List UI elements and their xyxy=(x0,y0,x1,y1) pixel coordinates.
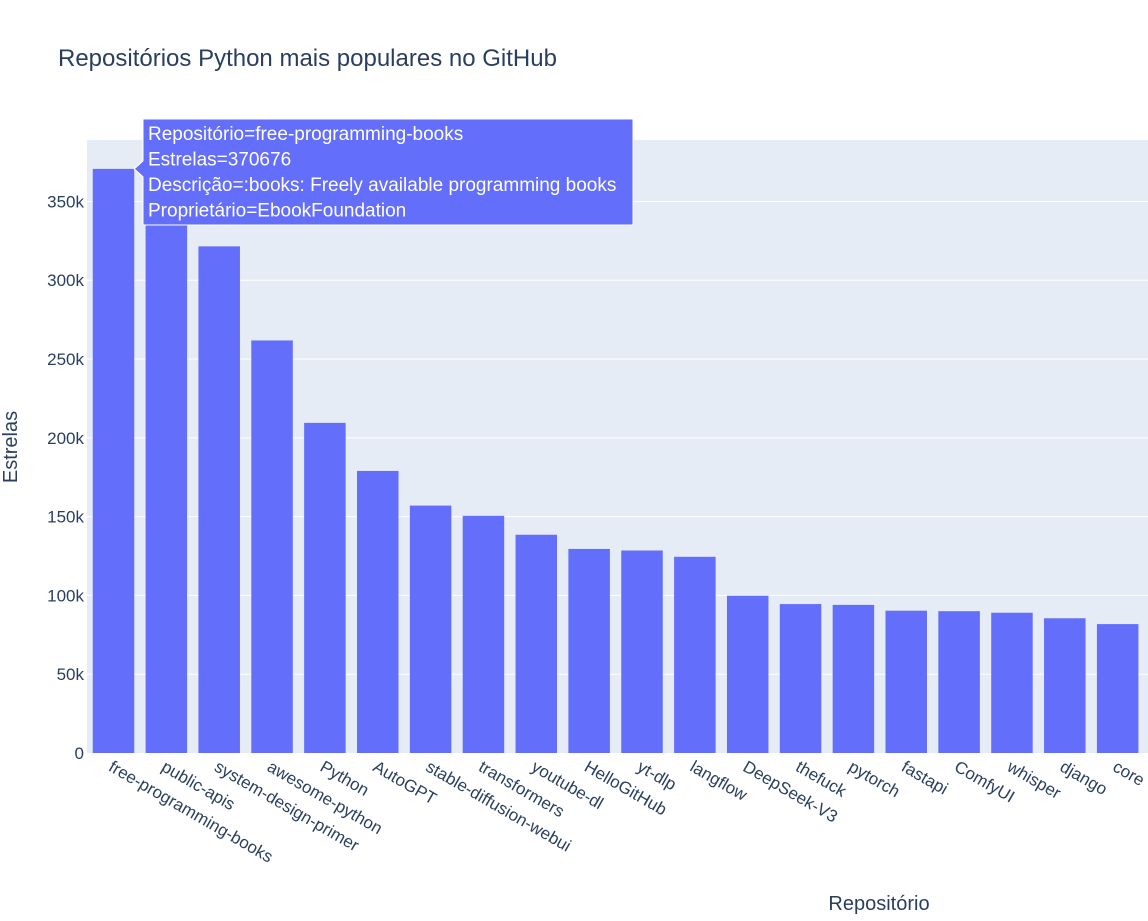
y-tick-label: 300k xyxy=(47,271,84,290)
bar[interactable] xyxy=(726,595,769,753)
bar[interactable] xyxy=(1044,618,1086,753)
x-tick-label: langflow xyxy=(687,757,751,805)
bar[interactable] xyxy=(145,223,188,753)
y-tick-label: 150k xyxy=(47,508,84,527)
bar[interactable] xyxy=(568,548,610,753)
bar[interactable] xyxy=(409,505,452,753)
bar[interactable] xyxy=(357,470,399,753)
x-tick-label: core xyxy=(1110,757,1148,790)
x-tick-label: pytorch xyxy=(845,757,903,801)
bars xyxy=(92,168,1139,753)
y-tick-label: 100k xyxy=(47,586,84,605)
bar[interactable] xyxy=(251,340,293,753)
bar[interactable] xyxy=(779,604,822,753)
tooltip-line: Descrição=:books: Freely available progr… xyxy=(148,175,616,196)
bar[interactable] xyxy=(304,422,346,753)
y-axis-ticks: 0 50k 100k 150k 200k 250k 300k 350k xyxy=(47,192,84,763)
x-axis-ticks: free-programming-bookspublic-apissystem-… xyxy=(106,757,1148,867)
bar[interactable] xyxy=(991,612,1033,753)
bar[interactable] xyxy=(885,610,928,753)
bar[interactable] xyxy=(621,550,663,753)
y-tick-label: 350k xyxy=(47,192,84,211)
y-tick-label: 0 xyxy=(75,744,84,763)
tooltip-line: Repositório=free-programming-books xyxy=(148,124,463,145)
bar[interactable] xyxy=(198,246,240,753)
hover-tooltip: Repositório=free-programming-books Estrel… xyxy=(133,118,634,226)
bar[interactable] xyxy=(832,604,875,753)
x-tick-label: django xyxy=(1057,757,1111,799)
y-tick-label: 200k xyxy=(47,429,84,448)
bar[interactable] xyxy=(674,556,716,753)
tooltip-line: Estrelas=370676 xyxy=(148,150,291,171)
bar[interactable] xyxy=(1096,624,1139,753)
bar[interactable] xyxy=(92,168,135,753)
bar[interactable] xyxy=(938,611,980,753)
plot-area xyxy=(87,140,1148,753)
y-tick-label: 250k xyxy=(47,350,84,369)
x-tick-label: ComfyUI xyxy=(951,757,1018,807)
bar[interactable] xyxy=(462,515,505,753)
chart-title: Repositórios Python mais populares no Gi… xyxy=(58,45,557,72)
x-tick-label: fastapi xyxy=(898,757,951,799)
bar[interactable] xyxy=(515,534,558,753)
tooltip-line: Proprietário=EbookFoundation xyxy=(148,201,406,222)
tooltip-box xyxy=(133,118,634,226)
y-axis-title: Estrelas xyxy=(0,411,22,483)
y-tick-label: 50k xyxy=(57,665,85,684)
x-axis-title: Repositório xyxy=(828,893,929,915)
